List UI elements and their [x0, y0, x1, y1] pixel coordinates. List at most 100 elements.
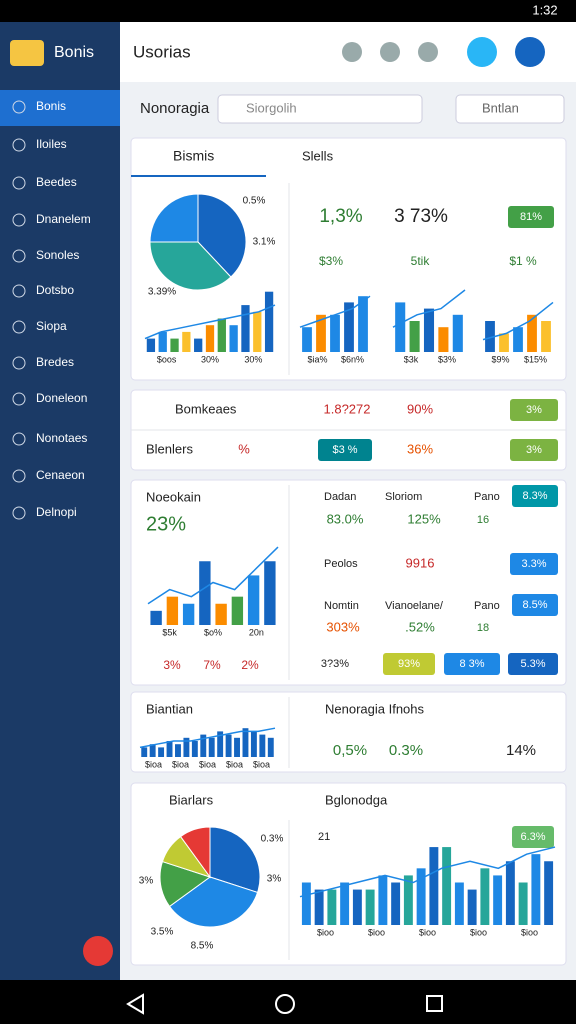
avatar[interactable]	[515, 37, 545, 67]
badge-text: 5.3%	[520, 658, 545, 670]
bar	[527, 314, 537, 352]
label: 125%	[407, 511, 441, 526]
nav-item[interactable]: Bonis	[36, 99, 66, 113]
card-heading: Bglonodga	[325, 792, 388, 807]
label: %	[238, 441, 250, 456]
badge-text: 3.3%	[521, 558, 546, 570]
bar	[454, 882, 464, 925]
pie-label: 3.1%	[253, 237, 276, 248]
home-button[interactable]	[275, 994, 295, 1014]
nav-item[interactable]: Iloiles	[36, 137, 67, 151]
sidebar-items: Bonis Bonis Iloiles Beedes Dnanelem Sonoles Do…	[12, 44, 94, 520]
label: 83.0%	[327, 511, 364, 526]
label: Pano	[474, 600, 500, 612]
badge	[510, 553, 558, 575]
pie-label: 3%	[267, 874, 282, 885]
trend-line	[299, 295, 371, 328]
toolbar-label: Nonoragia	[140, 100, 210, 117]
badge-text: 8.5%	[522, 599, 547, 611]
bar	[158, 747, 165, 757]
nav-icon	[12, 469, 26, 483]
x-label: $ioa	[172, 759, 189, 769]
badge	[512, 485, 558, 507]
bar	[208, 737, 215, 757]
card-title: Biarlars	[169, 792, 214, 807]
label: 14%	[506, 742, 536, 759]
label: 18	[477, 622, 489, 634]
bar	[423, 308, 435, 352]
label: 16	[477, 514, 489, 526]
avatar[interactable]	[467, 37, 497, 67]
badge	[510, 399, 558, 421]
nav-item[interactable]: Cenaeon	[36, 468, 85, 482]
badge-text: 93%	[398, 658, 420, 670]
label: 21	[318, 831, 330, 843]
bar	[493, 875, 503, 925]
label: .52%	[405, 619, 435, 634]
badge-text: $3 %	[332, 444, 357, 456]
nav-item[interactable]: Dotsbo	[36, 283, 74, 297]
nav-item[interactable]: Bredes	[36, 355, 74, 369]
nav-item[interactable]: Nonotaes	[36, 431, 87, 445]
label: Pano	[474, 491, 500, 503]
icon[interactable]	[342, 42, 362, 62]
bar	[146, 338, 156, 352]
trend-line	[144, 304, 276, 340]
dropdown[interactable]	[455, 94, 565, 124]
bar	[344, 302, 354, 352]
x-label: $3k	[404, 354, 419, 364]
icon[interactable]	[380, 42, 400, 62]
active-item	[0, 90, 120, 126]
back-button[interactable]	[126, 993, 144, 1015]
nav-icon	[12, 506, 26, 520]
fab[interactable]	[83, 936, 113, 966]
label: 0,5%	[333, 742, 367, 759]
nav-item[interactable]: Sonoles	[36, 248, 79, 262]
nav-item[interactable]: Doneleon	[36, 391, 87, 405]
pie-label: 8.5%	[191, 941, 214, 952]
bar	[150, 610, 162, 625]
badge-text: 8.3%	[522, 490, 547, 502]
bar	[225, 734, 232, 757]
bar	[242, 728, 249, 757]
badge-text: 3%	[526, 404, 542, 416]
nav-icon	[12, 432, 26, 446]
label: 303%	[326, 619, 360, 634]
card-title: Noeokain	[146, 489, 201, 504]
bar	[250, 731, 257, 757]
nav-item[interactable]: Dnanelem	[36, 212, 91, 226]
bar	[231, 596, 244, 625]
pie-slice	[168, 876, 259, 928]
content: Bismis Slells 0.5% 3.1% 3.39% 1,3% 3 73% 81% $3%…	[139, 148, 558, 952]
bar	[194, 338, 203, 352]
x-label: $ioo	[521, 927, 538, 937]
label: 1.8?272	[324, 401, 371, 416]
bar	[166, 741, 173, 757]
pie-label: 3.39%	[148, 287, 176, 298]
icon[interactable]	[418, 42, 438, 62]
search-box[interactable]	[217, 94, 423, 124]
nav-item[interactable]: Beedes	[36, 175, 77, 189]
footer-stat: 2%	[241, 658, 259, 672]
footer-stat: 3%	[163, 658, 181, 672]
bar	[199, 561, 211, 625]
label: Nomtin	[324, 600, 359, 612]
recents-button[interactable]	[426, 995, 443, 1012]
nav-item[interactable]: Delnopi	[36, 505, 77, 519]
x-label: $ioa	[253, 759, 270, 769]
bar	[247, 575, 260, 625]
bar	[301, 882, 311, 925]
dropdown-label: Bntlan	[482, 100, 519, 115]
stat: 23%	[146, 513, 186, 535]
badge	[508, 653, 558, 675]
label: 9916	[406, 555, 435, 570]
bar	[327, 889, 337, 925]
x-label: $ioo	[368, 927, 385, 937]
nav-bar	[0, 980, 576, 1024]
search-placeholder: Siorgolih	[246, 100, 297, 115]
x-label: $ioo	[419, 927, 436, 937]
nav-icon	[12, 320, 26, 334]
tab-indicator	[131, 175, 266, 177]
badge-text: 8 3%	[459, 658, 484, 670]
nav-item[interactable]: Siopa	[36, 319, 67, 333]
